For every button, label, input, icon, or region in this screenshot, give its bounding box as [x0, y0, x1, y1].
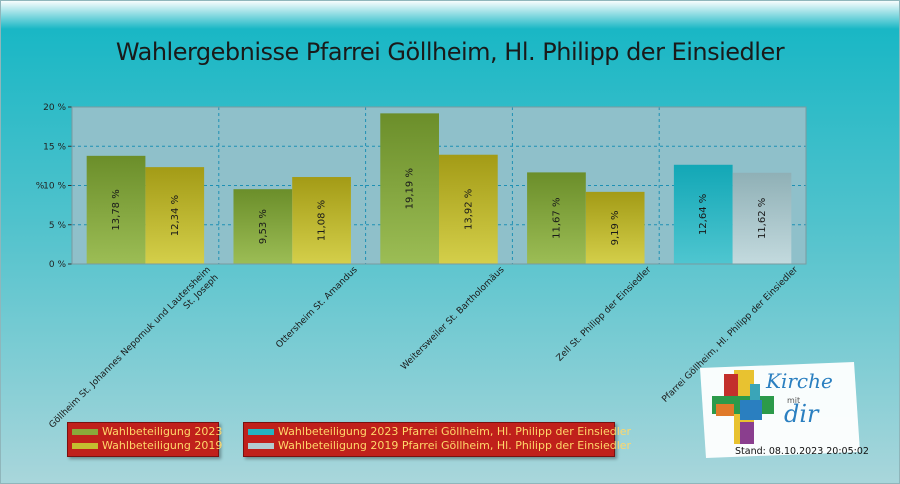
bar	[732, 172, 792, 264]
data-label: 13,78 %	[111, 189, 122, 230]
legend-label: Wahlbeteiligung 2023	[102, 425, 223, 438]
legend-swatch	[248, 429, 274, 435]
data-label: 9,53 %	[258, 209, 269, 244]
legend-swatch	[72, 429, 98, 435]
data-label: 11,62 %	[757, 198, 768, 239]
legend-label: Wahlbeteiligung 2019	[102, 439, 223, 452]
y-tick-label: 0 %	[49, 260, 67, 270]
kirche-mit-dir-logo: Kirche mit dir	[700, 362, 860, 458]
data-label: 9,19 %	[610, 210, 621, 245]
bar	[233, 189, 293, 264]
y-tick-label: 10 %	[43, 182, 66, 192]
legend-swatch	[72, 443, 98, 449]
y-tick-label: 15 %	[43, 142, 66, 152]
x-tick-label: Göllheim St. Johannes Nepomuk und Lauter…	[48, 265, 221, 438]
x-tick-label: Zell St. Philipp der Einsiedler	[555, 265, 654, 364]
bar	[527, 172, 586, 264]
bar	[585, 191, 645, 264]
chart-title: Wahlergebnisse Pfarrei Göllheim, Hl. Phi…	[115, 38, 785, 66]
bar	[86, 155, 146, 264]
bar	[292, 177, 351, 264]
y-tick-label: 5 %	[49, 221, 67, 231]
legend-item: Wahlbeteiligung 2019 Pfarrei Göllheim, H…	[244, 439, 631, 453]
x-tick-label: Weitersweiler St. Bartholomäus	[399, 265, 506, 372]
data-label: 12,34 %	[170, 195, 181, 236]
legend-box-2: Wahlbeteiligung 2023 Pfarrei Göllheim, H…	[243, 422, 631, 457]
y-tick-label: 20 %	[43, 103, 66, 113]
data-label: 12,64 %	[698, 194, 709, 235]
plot-border	[71, 106, 807, 265]
legend-box-1: Wahlbeteiligung 2023 Wahlbeteiligung 201…	[67, 422, 222, 457]
logo-text-mit: mit	[787, 396, 800, 405]
legend-label: Wahlbeteiligung 2023 Pfarrei Göllheim, H…	[278, 425, 632, 438]
legend-swatch	[248, 443, 274, 449]
logo-text-dir: dir	[784, 400, 820, 428]
legend-item: Wahlbeteiligung 2023 Pfarrei Göllheim, H…	[244, 425, 631, 439]
bar	[380, 113, 439, 265]
data-label: 11,67 %	[551, 198, 562, 239]
data-label: 19,19 %	[405, 168, 416, 209]
data-label: 11,08 %	[317, 200, 328, 241]
data-label: 13,92 %	[463, 189, 474, 230]
x-tick-label: Ottersheim St. Amandus	[274, 265, 360, 351]
logo-text-kirche: Kirche	[765, 369, 833, 393]
legend-label: Wahlbeteiligung 2019 Pfarrei Göllheim, H…	[278, 439, 632, 452]
bar	[673, 164, 733, 264]
timestamp: Stand: 08.10.2023 20:05:02	[735, 446, 869, 457]
legend-item: Wahlbeteiligung 2019	[68, 439, 222, 453]
legend-item: Wahlbeteiligung 2023	[68, 425, 222, 439]
y-axis-label: %	[36, 182, 45, 192]
bar	[145, 167, 205, 264]
bar	[439, 154, 498, 264]
